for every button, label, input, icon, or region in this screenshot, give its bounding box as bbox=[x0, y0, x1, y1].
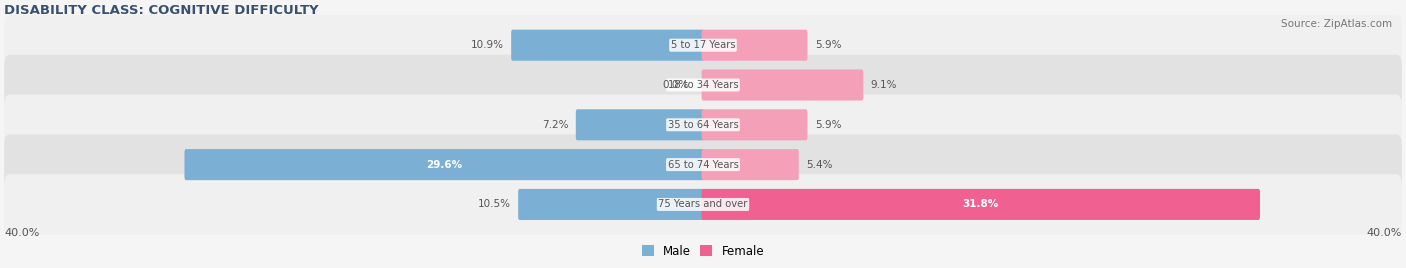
Text: DISABILITY CLASS: COGNITIVE DIFFICULTY: DISABILITY CLASS: COGNITIVE DIFFICULTY bbox=[4, 4, 319, 17]
Text: 31.8%: 31.8% bbox=[963, 199, 998, 209]
Text: 35 to 64 Years: 35 to 64 Years bbox=[668, 120, 738, 130]
Text: 5.9%: 5.9% bbox=[815, 120, 841, 130]
Text: 40.0%: 40.0% bbox=[1367, 228, 1402, 237]
Text: 10.5%: 10.5% bbox=[478, 199, 510, 209]
Text: 7.2%: 7.2% bbox=[541, 120, 568, 130]
Text: 65 to 74 Years: 65 to 74 Years bbox=[668, 160, 738, 170]
Legend: Male, Female: Male, Female bbox=[637, 240, 769, 262]
FancyBboxPatch shape bbox=[4, 95, 1402, 155]
FancyBboxPatch shape bbox=[702, 69, 863, 100]
FancyBboxPatch shape bbox=[4, 55, 1402, 115]
FancyBboxPatch shape bbox=[512, 30, 704, 61]
Text: 0.0%: 0.0% bbox=[662, 80, 689, 90]
Text: 10.9%: 10.9% bbox=[471, 40, 503, 50]
Text: 40.0%: 40.0% bbox=[4, 228, 39, 237]
Text: Source: ZipAtlas.com: Source: ZipAtlas.com bbox=[1281, 19, 1392, 29]
FancyBboxPatch shape bbox=[702, 30, 807, 61]
Text: 9.1%: 9.1% bbox=[870, 80, 897, 90]
FancyBboxPatch shape bbox=[702, 149, 799, 180]
FancyBboxPatch shape bbox=[4, 134, 1402, 195]
FancyBboxPatch shape bbox=[702, 189, 1260, 220]
Text: 18 to 34 Years: 18 to 34 Years bbox=[668, 80, 738, 90]
FancyBboxPatch shape bbox=[576, 109, 704, 140]
Text: 5.4%: 5.4% bbox=[806, 160, 832, 170]
Text: 5 to 17 Years: 5 to 17 Years bbox=[671, 40, 735, 50]
FancyBboxPatch shape bbox=[4, 15, 1402, 75]
FancyBboxPatch shape bbox=[702, 109, 807, 140]
FancyBboxPatch shape bbox=[519, 189, 704, 220]
FancyBboxPatch shape bbox=[184, 149, 704, 180]
Text: 5.9%: 5.9% bbox=[815, 40, 841, 50]
Text: 29.6%: 29.6% bbox=[426, 160, 463, 170]
Text: 75 Years and over: 75 Years and over bbox=[658, 199, 748, 209]
FancyBboxPatch shape bbox=[4, 174, 1402, 235]
